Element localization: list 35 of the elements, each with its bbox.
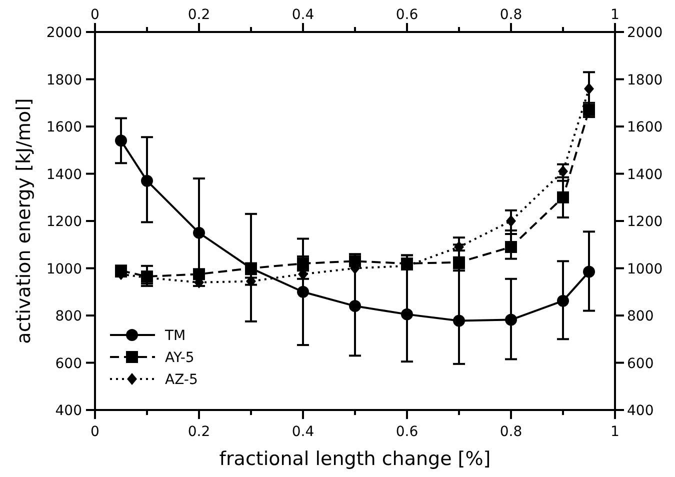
y-axis-title: activation energy [kJ/mol]: [13, 98, 35, 344]
y2-tick-label: 400: [627, 403, 654, 419]
legend-label: AY-5: [165, 350, 194, 366]
y2-tick-label: 800: [627, 308, 654, 324]
y-tick-label: 1000: [46, 261, 82, 278]
x-tick-label: 0.6: [396, 7, 418, 23]
x2-tick-label: 0.8: [500, 424, 522, 440]
x2-tick-label: 0.2: [188, 424, 210, 440]
legend-label: AZ-5: [165, 372, 198, 388]
y-tick-label: 600: [55, 356, 82, 372]
x2-tick-label: 0.6: [396, 424, 418, 440]
y-tick-label: 2000: [46, 25, 82, 41]
y2-tick-label: 1600: [627, 120, 663, 136]
y-tick-label: 1600: [46, 120, 82, 136]
y2-tick-label: 1200: [627, 214, 663, 230]
y-tick-label: 1800: [46, 72, 82, 88]
x-tick-label: 0.2: [188, 7, 210, 23]
y2-tick-label: 1400: [627, 166, 663, 183]
y-tick-label: 800: [55, 308, 82, 324]
y2-tick-label: 1000: [627, 261, 663, 278]
y2-tick-label: 1800: [627, 72, 663, 88]
x-tick-label: 1: [610, 7, 620, 23]
x2-tick-label: 0: [90, 424, 100, 440]
x2-tick-label: 0.4: [292, 424, 314, 440]
y2-tick-label: 600: [627, 356, 654, 372]
x2-tick-label: 1: [610, 424, 620, 440]
x-axis-title: fractional length change [%]: [219, 448, 491, 470]
y-tick-label: 400: [55, 403, 82, 419]
y2-tick-label: 2000: [627, 25, 663, 41]
x-tick-label: 0.4: [292, 7, 314, 23]
x-tick-label: 0: [90, 7, 100, 23]
y-tick-label: 1200: [46, 214, 82, 230]
legend-label: TM: [164, 328, 186, 344]
y-tick-label: 1400: [46, 166, 82, 183]
x-tick-label: 0.8: [500, 7, 522, 23]
